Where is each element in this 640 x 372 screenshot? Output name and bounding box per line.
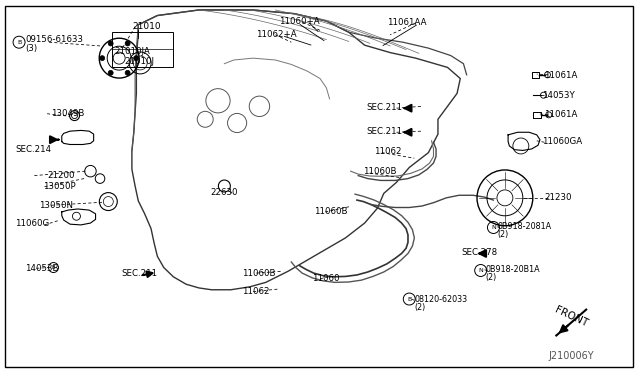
Text: 11060B: 11060B <box>314 207 347 216</box>
Text: (2): (2) <box>486 273 497 282</box>
Text: SEC.211: SEC.211 <box>366 126 402 136</box>
Text: 11062: 11062 <box>242 287 269 296</box>
Circle shape <box>100 56 105 61</box>
Circle shape <box>108 41 113 46</box>
Text: 22630: 22630 <box>211 188 238 197</box>
Text: 11061A: 11061A <box>545 71 578 80</box>
Text: (2): (2) <box>414 303 426 312</box>
Text: 11060B: 11060B <box>364 167 397 176</box>
Text: 11061A: 11061A <box>545 110 578 119</box>
Text: 21010J: 21010J <box>124 57 154 66</box>
Text: 13050P: 13050P <box>43 182 76 191</box>
Text: 21010: 21010 <box>132 22 161 31</box>
Text: 11062: 11062 <box>374 147 402 156</box>
Text: 0B918-20B1A: 0B918-20B1A <box>486 265 540 274</box>
Text: 09156-61633: 09156-61633 <box>26 35 83 44</box>
Circle shape <box>108 70 113 75</box>
Text: (3): (3) <box>26 44 38 52</box>
Text: (2): (2) <box>497 230 509 240</box>
Text: N: N <box>491 225 496 230</box>
Text: B: B <box>17 40 21 45</box>
Bar <box>111 32 173 67</box>
Text: B: B <box>52 265 55 270</box>
Text: J210006Y: J210006Y <box>548 352 594 362</box>
Text: 11060GA: 11060GA <box>542 137 582 146</box>
Text: 11061AA: 11061AA <box>387 18 426 27</box>
Text: 14053Y: 14053Y <box>542 91 575 100</box>
Text: SEC.214: SEC.214 <box>15 145 51 154</box>
Text: SEC.211: SEC.211 <box>366 103 402 112</box>
Text: 21010JA: 21010JA <box>115 47 150 56</box>
Text: 13049B: 13049B <box>51 109 84 118</box>
Text: 11060B: 11060B <box>242 269 276 278</box>
Circle shape <box>125 41 130 46</box>
Text: 08120-62033: 08120-62033 <box>414 295 467 304</box>
Text: B: B <box>407 296 412 302</box>
Circle shape <box>134 56 139 61</box>
Text: 13050N: 13050N <box>40 201 74 210</box>
Circle shape <box>49 263 58 273</box>
Text: 14053B: 14053B <box>26 264 59 273</box>
Text: 0B918-2081A: 0B918-2081A <box>497 222 552 231</box>
Text: SEC.278: SEC.278 <box>461 248 498 257</box>
Text: 11060G: 11060G <box>15 219 49 228</box>
Text: 21230: 21230 <box>545 193 572 202</box>
Text: 21200: 21200 <box>47 171 75 180</box>
Text: N: N <box>478 268 483 273</box>
Circle shape <box>125 70 130 75</box>
Text: SEC.211: SEC.211 <box>121 269 157 278</box>
Circle shape <box>218 180 230 192</box>
Text: 11060: 11060 <box>312 274 340 283</box>
Text: FRONT: FRONT <box>553 304 589 328</box>
Text: 11060+A: 11060+A <box>278 17 319 26</box>
Text: 11062+A: 11062+A <box>256 29 297 39</box>
